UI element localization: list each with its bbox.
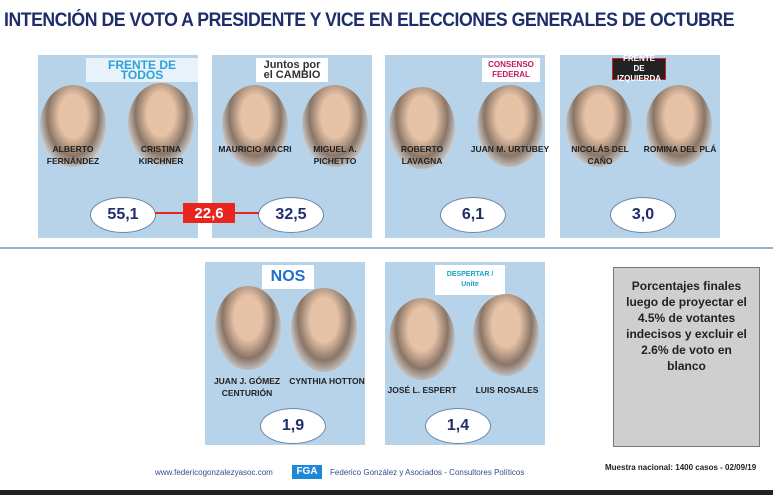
candidate-name: JOSÉ L. ESPERT (387, 385, 457, 395)
methodology-note: Porcentajes finales luego de proyectar e… (613, 267, 760, 447)
candidate-photo (40, 85, 106, 167)
candidate-name: LUIS ROSALES (475, 385, 539, 395)
fga-logo: FGA (292, 465, 322, 479)
page-title: INTENCIÓN DE VOTO A PRESIDENTE Y VICE EN… (4, 10, 735, 31)
candidate-photo (566, 85, 632, 167)
candidate-photo (215, 286, 281, 370)
party-panel-frente-de-izquierda: FRENTE DE IZQUIERDA NICOLÁS DEL CAÑO ROM… (560, 54, 720, 238)
party-logo: FRENTE DE TODOS (86, 58, 198, 82)
difference-connector (155, 212, 185, 214)
candidate-name: ROMINA DEL PLÁ (643, 144, 717, 154)
divider (0, 247, 773, 249)
difference-badge: 22,6 (183, 203, 235, 223)
candidate-photo (222, 85, 288, 167)
candidate-photo (473, 294, 539, 376)
party-panel-juntos-por-el-cambio: Juntos por el CAMBIO MAURICIO MACRI MIGU… (212, 55, 372, 238)
vote-value: 55,1 (90, 197, 156, 233)
candidate-photo (646, 85, 712, 167)
vote-value: 3,0 (610, 197, 676, 233)
candidate-name: CRISTINA KIRCHNER (138, 144, 184, 166)
candidate-photo (302, 85, 368, 167)
vote-value: 1,9 (260, 408, 326, 444)
difference-connector (235, 212, 259, 214)
party-panel-nos: NOS JUAN J. GÓMEZ CENTURIÓN CYNTHIA HOTT… (205, 262, 365, 445)
party-panel-consenso-federal: CONSENSO FEDERAL ROBERTO LAVAGNA JUAN M.… (385, 55, 549, 238)
vote-value: 32,5 (258, 197, 324, 233)
bottom-bar (0, 490, 773, 495)
party-logo: CONSENSO FEDERAL (482, 58, 540, 82)
candidate-name: MIGUEL A. PICHETTO (313, 144, 357, 166)
candidate-photo (128, 83, 194, 165)
candidate-photo (389, 298, 455, 380)
candidate-name: JUAN J. GÓMEZ CENTURIÓN (213, 376, 281, 398)
candidate-photo (389, 87, 455, 169)
footer-company: Federico González y Asociados - Consulto… (330, 468, 525, 477)
candidate-name: ALBERTO FERNÁNDEZ (46, 144, 100, 166)
party-logo: FRENTE DE IZQUIERDA (612, 54, 666, 83)
party-panel-frente-de-todos: FRENTE DE TODOS ALBERTO FERNÁNDEZ CRISTI… (38, 55, 198, 238)
party-logo: DESPERTAR / Unite (435, 265, 505, 295)
footer-website: www.federicogonzalezyasoc.com (155, 468, 273, 477)
candidate-photo (291, 288, 357, 372)
candidate-name: JUAN M. URTUBEY (470, 144, 550, 154)
party-logo: NOS (262, 265, 314, 289)
vote-value: 6,1 (440, 197, 506, 233)
candidate-photo (477, 85, 543, 167)
candidate-name: MAURICIO MACRI (218, 144, 292, 154)
vote-value: 1,4 (425, 408, 491, 444)
candidate-name: CYNTHIA HOTTON (289, 376, 365, 386)
party-panel-despertar: DESPERTAR / Unite JOSÉ L. ESPERT LUIS RO… (385, 262, 545, 445)
footer-sample: Muestra nacional: 1400 casos - 02/09/19 (605, 463, 757, 472)
candidate-name: NICOLÁS DEL CAÑO (571, 144, 629, 166)
candidate-name: ROBERTO LAVAGNA (400, 144, 444, 166)
party-logo: Juntos por el CAMBIO (256, 58, 328, 82)
